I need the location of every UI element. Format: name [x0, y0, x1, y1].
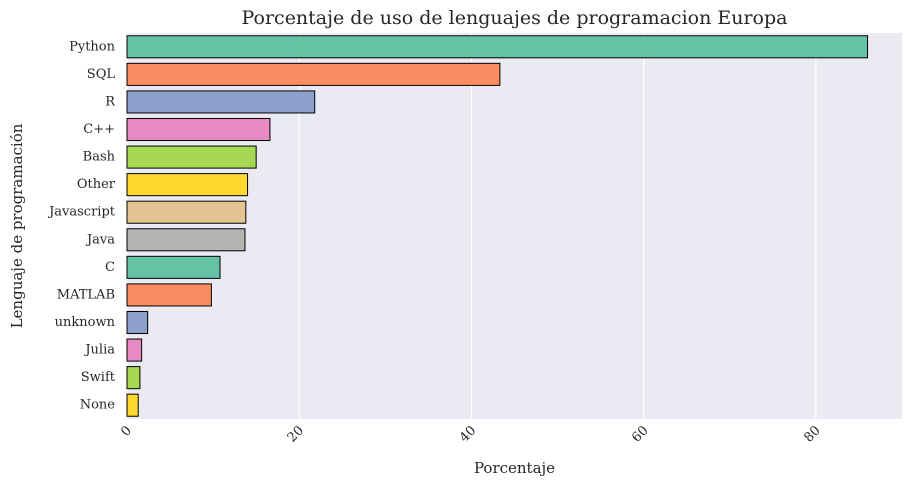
x-tick-labels: 0 20 40 60 80 — [118, 423, 823, 445]
y-tick-label: Julia — [83, 343, 115, 358]
bar-unknown — [126, 310, 149, 335]
bar-none — [126, 393, 139, 417]
y-axis-label: Lenguaje de programación — [8, 123, 26, 328]
y-tick-label: R — [105, 94, 116, 109]
bar-swift — [126, 366, 141, 390]
bar-java — [126, 228, 246, 252]
y-tick-label: C — [105, 260, 115, 275]
bar-javascript — [126, 200, 247, 224]
y-tick-label: MATLAB — [57, 287, 115, 302]
bar-c- — [126, 117, 271, 142]
chart-title: Porcentaje de uso de lenguajes de progra… — [242, 7, 788, 29]
y-tick-label: C++ — [83, 122, 115, 137]
bar-other — [126, 173, 249, 197]
y-tick-label: Bash — [83, 150, 116, 165]
y-tick-label: Swift — [81, 370, 116, 385]
x-tick-label: 60 — [629, 423, 651, 445]
y-tick-label: Javascript — [47, 205, 116, 220]
bar-python — [126, 35, 869, 59]
bars — [126, 35, 869, 417]
bar-sql — [126, 62, 501, 86]
x-tick-label: 0 — [118, 423, 134, 439]
x-tick-label: 80 — [801, 423, 823, 445]
y-tick-labels: Python SQL R C++ Bash Other Javascript Java C MAT… — [47, 39, 116, 412]
y-tick-label: SQL — [87, 67, 116, 82]
y-tick-label: unknown — [55, 315, 116, 330]
y-tick-label: Other — [77, 177, 116, 192]
bar-r — [126, 90, 316, 114]
y-tick-label: Java — [85, 232, 115, 247]
bar-c — [126, 255, 221, 279]
bar-bash — [126, 145, 257, 169]
y-tick-label: None — [80, 398, 116, 413]
bar-matlab — [126, 283, 212, 307]
x-tick-label: 20 — [285, 423, 307, 445]
x-axis-label: Porcentaje — [474, 459, 555, 477]
bar-julia — [126, 338, 143, 362]
y-tick-label: Python — [69, 39, 116, 54]
x-tick-label: 40 — [457, 423, 479, 445]
